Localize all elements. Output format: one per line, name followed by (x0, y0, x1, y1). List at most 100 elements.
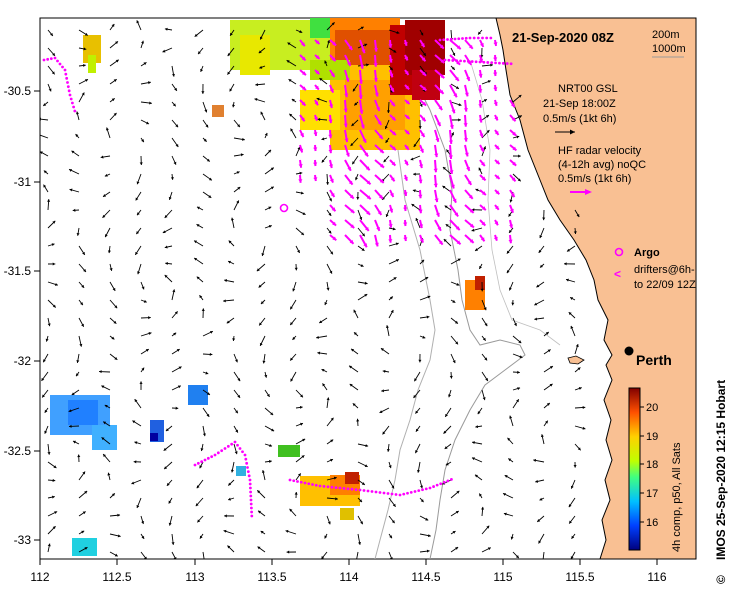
depth-legend-1000m: 1000m (652, 43, 686, 55)
drifter-point (386, 492, 390, 495)
radar-arrowhead (373, 63, 378, 67)
model-legend-arrowhead (570, 129, 575, 135)
model-arrowhead (235, 429, 238, 433)
model-arrowhead (482, 397, 486, 401)
radar-arrowhead (455, 226, 460, 231)
model-arrowhead (136, 20, 140, 24)
model-arrowhead (366, 63, 369, 67)
model-arrowhead (80, 302, 83, 306)
model-arrowhead (256, 268, 260, 272)
drifter-point (446, 38, 449, 41)
model-arrowhead (386, 110, 391, 113)
model-arrowhead (234, 451, 238, 455)
model-arrowhead (75, 134, 79, 137)
model-arrowhead (228, 497, 231, 501)
model-arrowhead (321, 159, 325, 163)
model-arrowhead (415, 217, 419, 221)
model-arrowhead (549, 366, 553, 369)
model-arrowhead (227, 53, 231, 57)
model-arrowhead (264, 374, 268, 378)
model-arrowhead (454, 320, 458, 324)
radar-arrowhead (495, 190, 500, 195)
model-arrowhead (443, 239, 447, 243)
model-arrowhead (206, 158, 210, 162)
drifter-point (417, 489, 421, 493)
model-arrowhead (105, 234, 108, 238)
model-arrowhead (71, 150, 75, 154)
drifter-legend-icon: < (614, 267, 621, 281)
model-arrowhead (115, 41, 119, 45)
model-arrowhead (324, 535, 328, 539)
drifter-point (406, 491, 409, 495)
model-arrowhead (533, 458, 537, 462)
radar-arrowhead (434, 153, 439, 158)
model-arrowhead (455, 86, 459, 89)
radar-arrowhead (469, 223, 474, 228)
radar-arrowhead (479, 58, 484, 63)
model-arrowhead (232, 104, 236, 108)
model-arrowhead (360, 521, 363, 525)
radar-arrowhead (480, 147, 484, 152)
model-arrowhead (228, 260, 232, 264)
model-arrowhead (175, 406, 179, 410)
model-arrowhead (445, 462, 449, 466)
model-arrowhead (534, 317, 538, 321)
depth-legend-200m: 200m (652, 29, 680, 41)
model-arrowhead (413, 143, 417, 147)
model-arrowhead (487, 80, 491, 84)
radar-arrowhead (390, 177, 395, 182)
model-arrowhead (351, 123, 355, 127)
model-arrowhead (321, 556, 325, 559)
radar-legend-arrowhead (585, 189, 592, 195)
model-arrowhead (567, 248, 571, 252)
drifter-point (292, 479, 296, 483)
radar-arrowhead (433, 183, 438, 188)
drifter-point (64, 72, 68, 76)
radar-arrowhead (440, 59, 445, 63)
model-arrowhead (297, 146, 301, 150)
radar-legend-line1: HF radar velocity (558, 145, 642, 157)
model-arrowhead (538, 540, 542, 544)
model-arrowhead (227, 71, 231, 75)
radar-arrowhead (469, 209, 474, 213)
model-arrowhead (141, 521, 145, 524)
model-arrowhead (504, 475, 508, 478)
model-arrowhead (471, 208, 475, 212)
model-arrowhead (286, 550, 290, 554)
radar-arrowhead (301, 101, 306, 106)
model-arrowhead (257, 490, 261, 494)
radar-arrowhead (313, 132, 318, 136)
drifter-point (241, 450, 244, 454)
radar-arrowhead (456, 240, 461, 245)
model-arrowhead (571, 535, 575, 539)
model-arrowhead (452, 531, 456, 534)
model-arrowhead (148, 332, 152, 335)
model-arrowhead (549, 383, 553, 387)
model-arrowhead (223, 529, 227, 533)
model-arrowhead (451, 132, 454, 136)
model-arrowhead (51, 495, 55, 499)
argo-float-marker[interactable] (279, 203, 289, 213)
radar-arrowhead (378, 134, 383, 139)
model-arrowhead (418, 126, 422, 129)
radar-arrowhead (467, 60, 472, 65)
model-arrowhead (141, 535, 145, 539)
drifter-point (250, 514, 254, 518)
radar-arrowhead (420, 43, 425, 48)
model-arrowhead (112, 287, 116, 291)
model-arrowhead (422, 335, 426, 339)
model-arrowhead (353, 309, 357, 313)
model-arrowhead (452, 299, 456, 303)
x-tick-label: 114.5 (411, 570, 440, 584)
drifter-point (439, 482, 443, 486)
model-arrowhead (324, 60, 328, 64)
drifter-point (428, 486, 432, 490)
model-arrowhead (421, 259, 425, 263)
model-arrowhead (242, 137, 245, 141)
radar-arrowhead (364, 226, 369, 231)
model-arrowhead (483, 307, 487, 311)
drifter-point (342, 487, 346, 490)
model-arrowhead (201, 91, 205, 94)
model-arrowhead (546, 402, 550, 406)
